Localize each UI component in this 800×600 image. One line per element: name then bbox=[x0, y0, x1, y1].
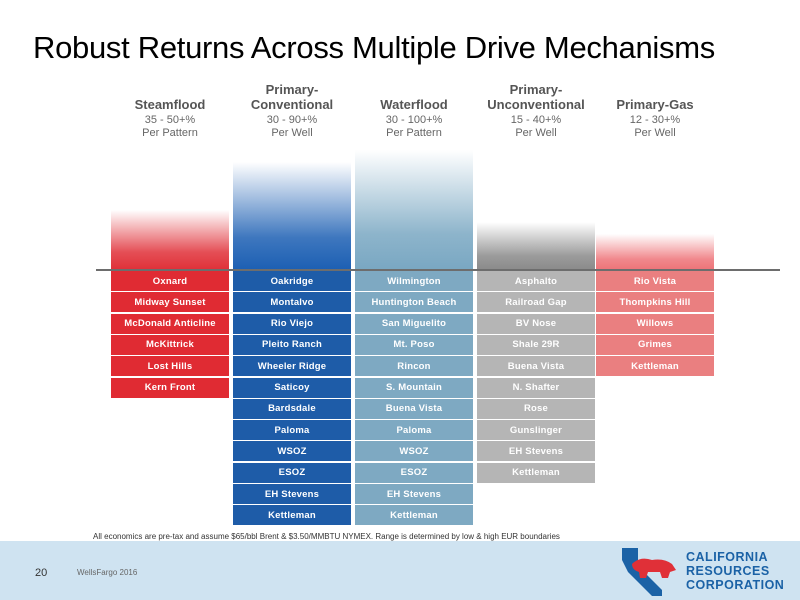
return-range-value: 35 - 50+% bbox=[144, 114, 196, 126]
field-cell: Saticoy bbox=[233, 377, 351, 398]
field-cell: Railroad Gap bbox=[477, 292, 595, 313]
field-cell: Kern Front bbox=[111, 377, 229, 398]
source-note: WellsFargo 2016 bbox=[77, 568, 138, 577]
field-cell: Rio Vista bbox=[596, 271, 714, 291]
field-cell: BV Nose bbox=[477, 313, 595, 334]
field-cell: Wheeler Ridge bbox=[233, 356, 351, 377]
baseline-divider bbox=[96, 269, 780, 271]
field-cell: N. Shafter bbox=[477, 377, 595, 398]
return-bar-waterflood bbox=[355, 150, 473, 270]
field-cell: Paloma bbox=[355, 420, 473, 441]
logo-line-1: CALIFORNIA bbox=[686, 550, 769, 564]
california-bear-logo-icon bbox=[622, 548, 676, 596]
field-cell: Thompkins Hill bbox=[596, 292, 714, 313]
column-header-line: Waterflood bbox=[380, 97, 448, 112]
field-cell: Montalvo bbox=[233, 292, 351, 313]
column-header-line: Conventional bbox=[250, 97, 334, 112]
column-header-waterflood: Waterflood bbox=[355, 72, 473, 112]
column-header-steamflood: Steamflood bbox=[111, 72, 229, 112]
field-cell: Rio Viejo bbox=[233, 313, 351, 334]
return-bar-steamflood bbox=[111, 210, 229, 270]
column-header-line: Steamflood bbox=[134, 97, 206, 112]
column-return-range: 35 - 50+% Per Pattern bbox=[111, 114, 229, 140]
column-header-line: Primary- bbox=[509, 82, 563, 97]
field-cell: Rincon bbox=[355, 356, 473, 377]
column-header-line: Primary-Gas bbox=[616, 97, 694, 112]
field-cell: EH Stevens bbox=[233, 484, 351, 504]
field-cell: Bardsdale bbox=[233, 398, 351, 419]
field-cell: Huntington Beach bbox=[355, 292, 473, 313]
column-return-range: 12 - 30+% Per Well bbox=[596, 114, 714, 140]
field-cell: McKittrick bbox=[111, 334, 229, 355]
field-cell: Kettleman bbox=[355, 505, 473, 526]
column-header-line: Unconventional bbox=[487, 97, 585, 112]
field-cell: Grimes bbox=[596, 334, 714, 355]
field-cell: Paloma bbox=[233, 420, 351, 441]
field-cell: Pleito Ranch bbox=[233, 334, 351, 355]
field-cell: Lost Hills bbox=[111, 356, 229, 377]
column-return-range: 30 - 90+% Per Well bbox=[233, 114, 351, 140]
column-header-primary-unconventional: Primary- Unconventional bbox=[477, 72, 595, 112]
field-cell: Willows bbox=[596, 313, 714, 334]
column-header-primary-conventional: Primary- Conventional bbox=[233, 72, 351, 112]
field-cell: Gunslinger bbox=[477, 420, 595, 441]
field-cell: EH Stevens bbox=[477, 441, 595, 462]
field-cell: McDonald Anticline bbox=[111, 313, 229, 334]
company-logo-text: CALIFORNIA RESOURCES CORPORATION bbox=[686, 550, 796, 592]
field-cell: ESOZ bbox=[233, 462, 351, 483]
field-cell: Asphalto bbox=[477, 271, 595, 291]
field-cell: WSOZ bbox=[233, 441, 351, 462]
field-cell: ESOZ bbox=[355, 462, 473, 483]
return-range-value: 15 - 40+% bbox=[510, 114, 562, 126]
return-basis: Per Pattern bbox=[386, 127, 442, 139]
field-cell: WSOZ bbox=[355, 441, 473, 462]
field-cell: Kettleman bbox=[477, 462, 595, 483]
return-bar-primary-gas bbox=[596, 234, 714, 270]
column-return-range: 15 - 40+% Per Well bbox=[477, 114, 595, 140]
return-basis: Per Well bbox=[271, 127, 313, 139]
field-cell: EH Stevens bbox=[355, 484, 473, 504]
footnote: All economics are pre-tax and assume $65… bbox=[93, 532, 560, 541]
return-bar-primary-unconventional bbox=[477, 222, 595, 270]
return-basis: Per Well bbox=[515, 127, 557, 139]
field-cell: San Miguelito bbox=[355, 313, 473, 334]
field-cell: Midway Sunset bbox=[111, 292, 229, 313]
column-return-range: 30 - 100+% Per Pattern bbox=[355, 114, 473, 140]
logo-line-2: RESOURCES bbox=[686, 564, 770, 578]
field-cell: S. Mountain bbox=[355, 377, 473, 398]
return-basis: Per Pattern bbox=[142, 127, 198, 139]
return-range-value: 30 - 90+% bbox=[266, 114, 318, 126]
page-title: Robust Returns Across Multiple Drive Mec… bbox=[33, 30, 715, 65]
return-bar-primary-conventional bbox=[233, 162, 351, 270]
field-cell: Buena Vista bbox=[477, 356, 595, 377]
return-basis: Per Well bbox=[634, 127, 676, 139]
field-cell: Shale 29R bbox=[477, 334, 595, 355]
field-cell: Kettleman bbox=[233, 505, 351, 526]
field-cell: Oxnard bbox=[111, 271, 229, 291]
return-range-value: 12 - 30+% bbox=[629, 114, 681, 126]
field-cell: Wilmington bbox=[355, 271, 473, 291]
field-cell: Rose bbox=[477, 398, 595, 419]
field-cell: Buena Vista bbox=[355, 398, 473, 419]
column-header-line: Primary- bbox=[265, 82, 319, 97]
field-cell: Oakridge bbox=[233, 271, 351, 291]
column-header-primary-gas: Primary-Gas bbox=[596, 72, 714, 112]
logo-line-3: CORPORATION bbox=[686, 578, 785, 592]
field-cell: Mt. Poso bbox=[355, 334, 473, 355]
page-number: 20 bbox=[35, 567, 48, 579]
return-range-value: 30 - 100+% bbox=[385, 114, 443, 126]
field-cell: Kettleman bbox=[596, 356, 714, 377]
